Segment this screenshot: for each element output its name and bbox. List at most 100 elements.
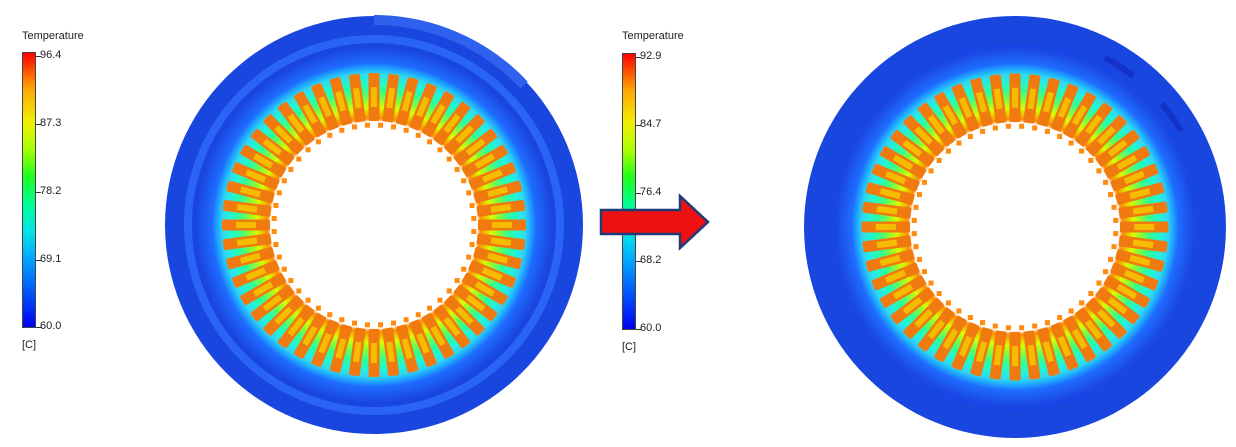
stator-tooth <box>1037 77 1060 127</box>
bore-notch <box>461 266 467 272</box>
bore-notch <box>391 320 397 326</box>
stator-tooth <box>1086 298 1127 339</box>
stator-tooth <box>329 324 352 373</box>
stator-tooth <box>226 180 275 203</box>
colorbar <box>22 52 36 328</box>
bore-notch <box>271 215 277 221</box>
stator-tooth <box>462 144 508 178</box>
stator-tooth <box>917 102 955 147</box>
bore-notch <box>945 148 951 154</box>
stator-tooth <box>1050 83 1079 132</box>
bore-notch <box>1005 325 1011 331</box>
bore-notch <box>427 139 433 145</box>
bore-notch <box>913 244 919 250</box>
bore-notch <box>1057 133 1063 139</box>
stator-tooth <box>865 182 915 205</box>
bore-notch <box>296 288 302 294</box>
stator-tooth <box>890 287 935 325</box>
stator-tooth <box>421 91 455 137</box>
bore-notch <box>956 308 962 314</box>
right-arrow-icon <box>599 193 710 251</box>
stator-tooth <box>1063 315 1096 362</box>
stator-tooth <box>222 199 272 217</box>
bore-notch <box>391 124 397 130</box>
stator-tooth <box>250 128 295 166</box>
bore-notch <box>1103 179 1109 185</box>
stator-tooth <box>263 295 304 336</box>
bore-notch <box>928 168 934 174</box>
stator-tooth <box>865 249 915 272</box>
bore-notch <box>1096 280 1102 286</box>
bore-notch <box>1005 123 1011 129</box>
stator-tooth <box>462 272 508 306</box>
stator-tooth <box>348 327 366 377</box>
bore-notch <box>936 291 942 297</box>
stator-tooth <box>903 298 944 339</box>
stator-tooth <box>1115 249 1165 272</box>
stator-tooth <box>989 330 1007 380</box>
bore-notch <box>967 315 973 321</box>
stator-tooth <box>880 146 927 179</box>
bore-notch <box>916 192 922 198</box>
bore-notch <box>415 312 421 318</box>
stator-tooth <box>277 304 315 349</box>
legend-unit: [C] <box>622 341 637 353</box>
bore-notch <box>273 242 279 248</box>
bore-notch <box>911 231 917 237</box>
bore-notch <box>466 254 472 260</box>
bore-notch <box>288 278 294 284</box>
bore-notch <box>928 280 934 286</box>
bore-notch <box>992 323 998 329</box>
bore-notch <box>1032 323 1038 329</box>
stator-tooth <box>250 284 295 322</box>
stator-tooth <box>222 233 272 251</box>
legend-tick: 87.3 <box>40 117 62 129</box>
bore-notch <box>364 322 370 328</box>
legend-title: Temperature <box>22 30 84 42</box>
legend-tick: 84.7 <box>640 118 662 130</box>
bore-notch <box>1111 244 1117 250</box>
legend-tick: 76.4 <box>640 186 662 198</box>
stator-tooth <box>1050 322 1079 371</box>
bore-notch <box>403 317 409 323</box>
stator-tooth <box>368 329 380 377</box>
stator-tooth <box>232 162 280 190</box>
bore-notch <box>945 300 951 306</box>
bore-notch <box>327 132 333 138</box>
stator-tooth <box>421 313 455 359</box>
stator-tooth <box>1075 102 1113 147</box>
bore-notch <box>1096 168 1102 174</box>
stator-tooth <box>871 262 920 291</box>
stator-tooth <box>329 77 352 126</box>
stator-tooth <box>1103 275 1150 308</box>
bore-notch <box>469 242 475 248</box>
bore-notch <box>427 305 433 311</box>
stator-tooth <box>1115 182 1165 205</box>
bore-notch <box>980 320 986 326</box>
bore-notch <box>305 147 311 153</box>
stator-tooth <box>476 199 526 217</box>
stator-tooth <box>311 319 339 367</box>
bore-notch <box>446 156 452 162</box>
bore-notch <box>1068 140 1074 146</box>
stator-tooth <box>409 83 437 131</box>
bore-notch <box>469 202 475 208</box>
stator-tooth <box>240 272 286 306</box>
stator-tooth <box>222 219 270 231</box>
stator-tooth <box>989 74 1007 124</box>
stator-tooth <box>263 114 304 155</box>
stator-tooth <box>1095 287 1140 325</box>
stator-tooth <box>1119 221 1169 233</box>
bore-notch <box>1068 308 1074 314</box>
stator-tooth <box>1009 331 1021 381</box>
colorbar <box>622 53 636 330</box>
bore-notch <box>956 140 962 146</box>
stator-tooth <box>232 260 280 288</box>
bore-notch <box>288 166 294 172</box>
stator-tooth <box>240 144 286 178</box>
stator-tooth <box>444 295 485 336</box>
bore-notch <box>1113 231 1119 237</box>
stator-tooth <box>871 163 920 192</box>
stator-tooth <box>862 201 912 219</box>
stator-tooth <box>1118 201 1168 219</box>
